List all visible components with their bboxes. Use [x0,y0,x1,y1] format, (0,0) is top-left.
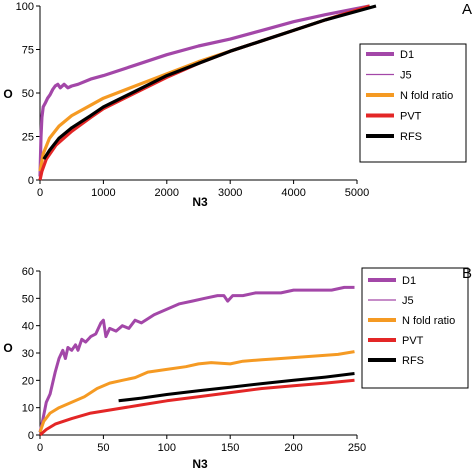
x-tick-label: 200 [284,442,302,454]
legend-label: N fold ratio [402,315,455,327]
y-tick-label: 50 [22,293,34,305]
chart-panel-a: A N3 O 0 1000 2000 3000 4000 5000 0 25 50 75 100 D1… [3,1,472,209]
x-tick-label: 150 [221,442,239,454]
y-tick-label: 75 [22,45,34,57]
y-tick-label: 40 [22,321,34,333]
legend-box-b [361,267,469,389]
legend-label: D1 [402,275,416,287]
x-tick-label: 0 [37,442,43,454]
x-tick-label: 0 [37,187,43,199]
y-tick-label: 50 [22,88,34,100]
legend-label: J5 [400,70,412,82]
legend-label: PVT [402,335,424,347]
y-tick-label: 20 [22,375,34,387]
x-tick-label: 3000 [218,187,242,199]
x-axis-title-b: N3 [192,457,208,470]
x-tick-label: 50 [97,442,109,454]
y-axis-title-a: O [3,87,12,101]
legend-label: RFS [402,355,424,367]
series-line-rfs [118,372,355,403]
y-tick-label: 0 [28,175,34,187]
y-axis-title-b: O [3,341,12,355]
x-tick-label: 2000 [155,187,179,199]
series-line-d1 [38,4,371,177]
legend-label: J5 [402,295,414,307]
series-line-n-fold-ratio [38,350,355,433]
x-tick-label: 1000 [91,187,115,199]
series-line-n-fold-ratio [38,4,371,172]
legend-label: D1 [400,49,414,61]
legend-label: N fold ratio [400,90,453,102]
legend-label: RFS [400,131,422,143]
x-tick-label: 4000 [281,187,305,199]
series-line-pvt [39,378,355,437]
panel-label-a: A [462,1,472,18]
panel-label-b: B [462,265,472,282]
y-tick-label: 100 [16,1,34,13]
series-line-pvt [38,4,371,181]
y-tick-label: 60 [22,266,34,278]
series-line-rfs [42,4,377,160]
y-tick-label: 0 [28,430,34,442]
y-tick-label: 30 [22,348,34,360]
chart-panel-b: B N3 O 0 50 100 150 200 250 0 10 20 30 40 50 60 D1 J5 N… [3,265,472,470]
legend-box-a [359,43,467,163]
y-tick-label: 25 [22,132,34,144]
x-tick-label: 250 [348,442,366,454]
legend-label: PVT [400,111,422,123]
y-tick-label: 10 [22,403,34,415]
x-axis-title-a: N3 [192,195,208,209]
x-tick-label: 5000 [345,187,369,199]
series-line-d1 [38,285,355,433]
x-tick-label: 100 [158,442,176,454]
